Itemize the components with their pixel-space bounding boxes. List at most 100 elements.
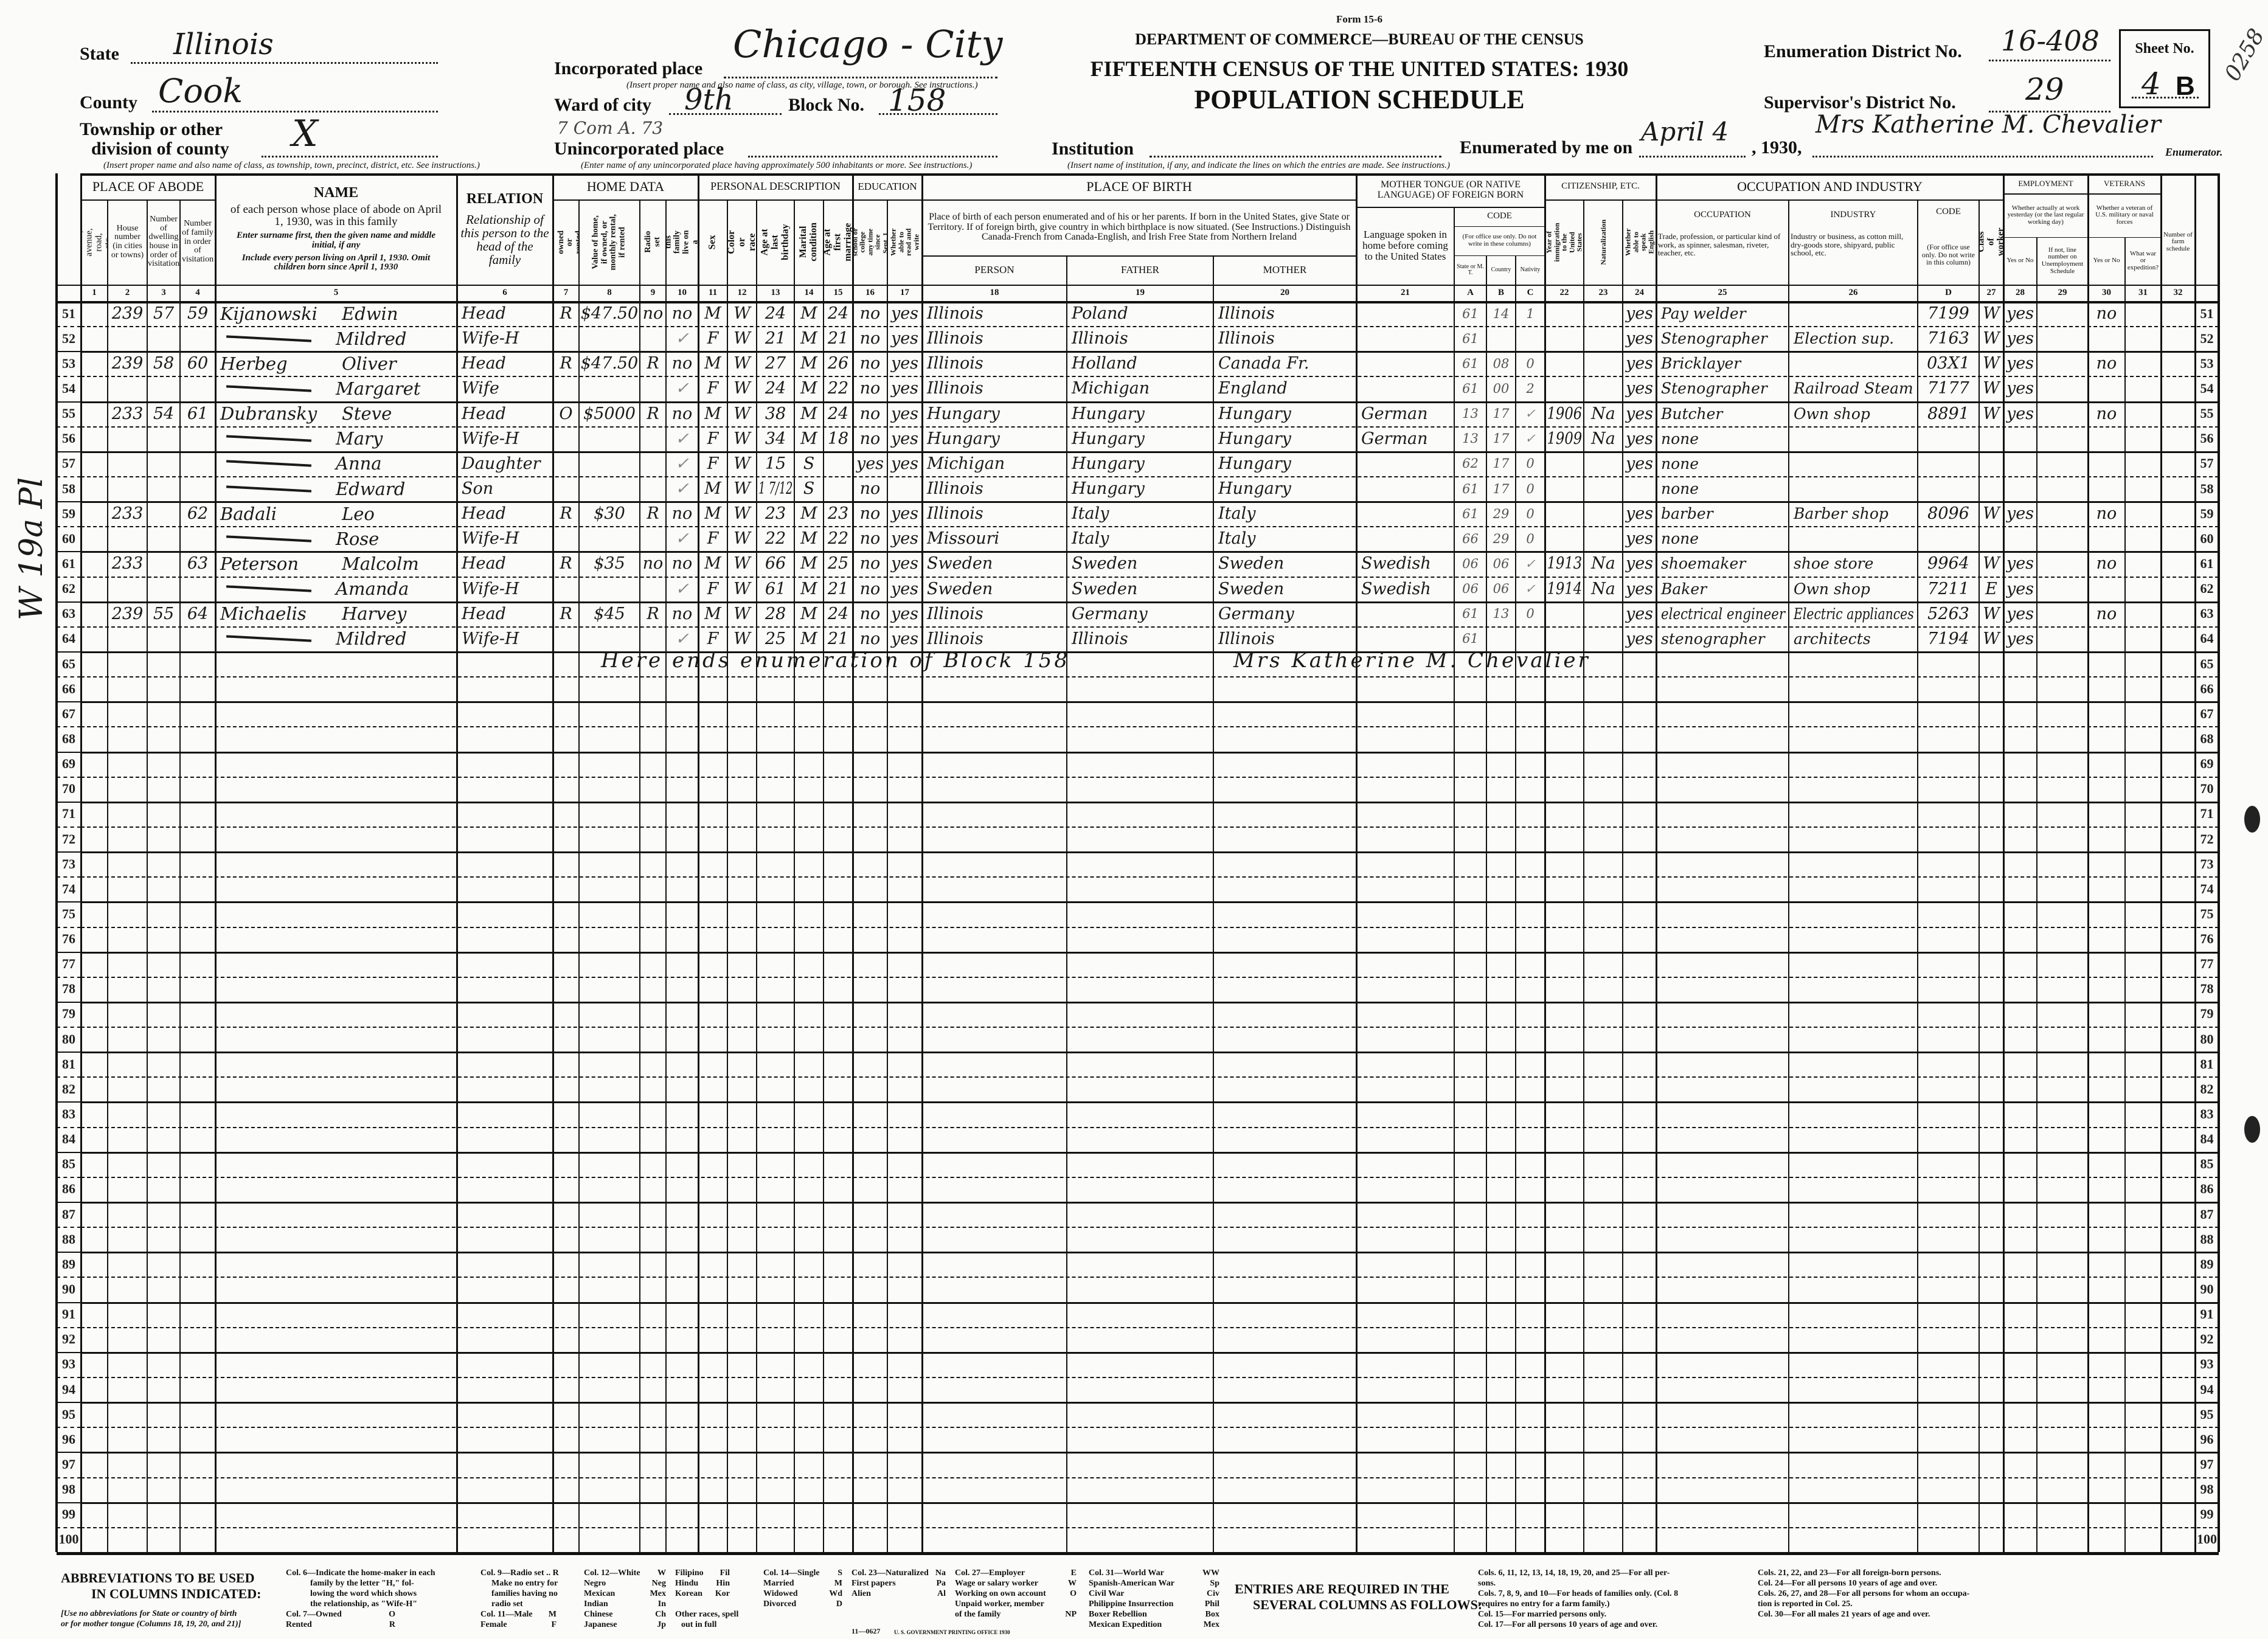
cell-c13[interactable]: 28 [757, 601, 794, 626]
cell-C[interactable]: 2 [1516, 376, 1545, 401]
cell-c8[interactable]: $47.50 [579, 301, 640, 326]
cell-c15[interactable]: 24 [824, 301, 853, 326]
cell-D[interactable]: 8096 [1918, 501, 1979, 526]
cell-c27[interactable]: W [1979, 376, 2003, 401]
cell-c25[interactable]: shoemaker [1656, 551, 1789, 576]
cell-c16[interactable]: no [853, 476, 887, 501]
cell-c2[interactable]: 239 [108, 351, 147, 376]
cell-A[interactable]: 61 [1454, 601, 1486, 626]
cell-c10[interactable]: ✓ [666, 626, 698, 651]
cell-name[interactable]: Michaelis Harvey [215, 601, 457, 626]
cell-c12[interactable]: W [727, 376, 757, 401]
cell-c11[interactable]: F [698, 326, 727, 351]
cell-D[interactable]: 7194 [1918, 626, 1979, 651]
cell-A[interactable]: 61 [1454, 376, 1486, 401]
cell-c3[interactable]: 57 [147, 301, 180, 326]
cell-c25[interactable]: Pay welder [1656, 301, 1789, 326]
cell-c28[interactable]: yes [2003, 376, 2037, 401]
cell-c15[interactable]: 22 [824, 526, 853, 551]
cell-c28[interactable]: yes [2003, 301, 2037, 326]
cell-c21[interactable]: Swedish [1356, 577, 1454, 601]
cell-A[interactable]: 13 [1454, 426, 1486, 451]
cell-c13[interactable]: 25 [757, 626, 794, 651]
cell-c18[interactable]: Illinois [922, 601, 1067, 626]
cell-c19[interactable]: Italy [1067, 526, 1213, 551]
cell-c16[interactable]: no [853, 401, 887, 426]
cell-c28[interactable]: yes [2003, 401, 2037, 426]
cell-c24[interactable]: yes [1623, 626, 1656, 651]
cell-c17[interactable]: yes [887, 401, 922, 426]
cell-c19[interactable]: Hungary [1067, 451, 1213, 476]
cell-c18[interactable]: Illinois [922, 326, 1067, 351]
cell-name[interactable]: Mary [215, 426, 457, 451]
cell-A[interactable]: 61 [1454, 501, 1486, 526]
cell-c26[interactable]: shoe store [1789, 551, 1918, 576]
cell-c11[interactable]: M [698, 476, 727, 501]
cell-B[interactable]: 08 [1486, 351, 1516, 376]
cell-c25[interactable]: none [1656, 526, 1789, 551]
cell-c22[interactable]: 1914 [1545, 577, 1584, 601]
cell-c28[interactable]: yes [2003, 351, 2037, 376]
cell-c13[interactable]: 24 [757, 301, 794, 326]
cell-c15[interactable]: 23 [824, 501, 853, 526]
cell-c4[interactable]: 63 [180, 551, 215, 576]
cell-B[interactable]: 00 [1486, 376, 1516, 401]
cell-c20[interactable]: Canada Fr. [1213, 351, 1356, 376]
cell-c12[interactable]: W [727, 351, 757, 376]
ward-value[interactable]: 9th [684, 83, 733, 117]
cell-c20[interactable]: Sweden [1213, 551, 1356, 576]
cell-c27[interactable]: W [1979, 301, 2003, 326]
cell-c20[interactable]: Hungary [1213, 476, 1356, 501]
cell-c30[interactable]: no [2088, 351, 2125, 376]
cell-c19[interactable]: Sweden [1067, 551, 1213, 576]
cell-B[interactable]: 29 [1486, 501, 1516, 526]
cell-c9[interactable]: no [640, 301, 666, 326]
cell-c12[interactable]: W [727, 426, 757, 451]
county-value[interactable]: Cook [158, 72, 243, 110]
cell-c10[interactable]: no [666, 401, 698, 426]
cell-c9[interactable]: R [640, 501, 666, 526]
cell-D[interactable]: 9964 [1918, 551, 1979, 576]
cell-A[interactable]: 62 [1454, 451, 1486, 476]
cell-c13[interactable]: 23 [757, 501, 794, 526]
cell-c12[interactable]: W [727, 601, 757, 626]
cell-c20[interactable]: Hungary [1213, 426, 1356, 451]
cell-c15[interactable]: 24 [824, 601, 853, 626]
cell-c14[interactable]: M [794, 351, 824, 376]
cell-c7[interactable]: R [553, 551, 579, 576]
cell-name[interactable]: Mildred [215, 626, 457, 651]
cell-c20[interactable]: Illinois [1213, 326, 1356, 351]
cell-c21[interactable]: German [1356, 426, 1454, 451]
cell-c13[interactable]: 15 [757, 451, 794, 476]
cell-c8[interactable]: $45 [579, 601, 640, 626]
cell-c13[interactable]: 27 [757, 351, 794, 376]
cell-c20[interactable]: Illinois [1213, 301, 1356, 326]
cell-A[interactable]: 61 [1454, 351, 1486, 376]
cell-c16[interactable]: no [853, 426, 887, 451]
cell-A[interactable]: 66 [1454, 526, 1486, 551]
cell-c17[interactable]: yes [887, 501, 922, 526]
cell-A[interactable]: 61 [1454, 326, 1486, 351]
cell-c2[interactable]: 233 [108, 551, 147, 576]
cell-c18[interactable]: Illinois [922, 351, 1067, 376]
cell-c14[interactable]: M [794, 577, 824, 601]
cell-C[interactable]: ✓ [1516, 401, 1545, 426]
cell-C[interactable]: ✓ [1516, 577, 1545, 601]
cell-c15[interactable]: 22 [824, 376, 853, 401]
cell-c14[interactable]: S [794, 451, 824, 476]
cell-c19[interactable]: Hungary [1067, 401, 1213, 426]
cell-c28[interactable]: yes [2003, 626, 2037, 651]
cell-c14[interactable]: M [794, 501, 824, 526]
cell-B[interactable]: 06 [1486, 577, 1516, 601]
cell-c16[interactable]: no [853, 351, 887, 376]
enumerated-date[interactable]: April 4 [1641, 117, 1729, 147]
cell-c6[interactable]: Wife-H [457, 426, 553, 451]
cell-c25[interactable]: none [1656, 451, 1789, 476]
cell-c16[interactable]: no [853, 376, 887, 401]
cell-c27[interactable]: W [1979, 626, 2003, 651]
cell-c16[interactable]: no [853, 301, 887, 326]
cell-c11[interactable]: M [698, 301, 727, 326]
cell-c10[interactable]: no [666, 301, 698, 326]
cell-C[interactable]: 0 [1516, 351, 1545, 376]
cell-c19[interactable]: Poland [1067, 301, 1213, 326]
